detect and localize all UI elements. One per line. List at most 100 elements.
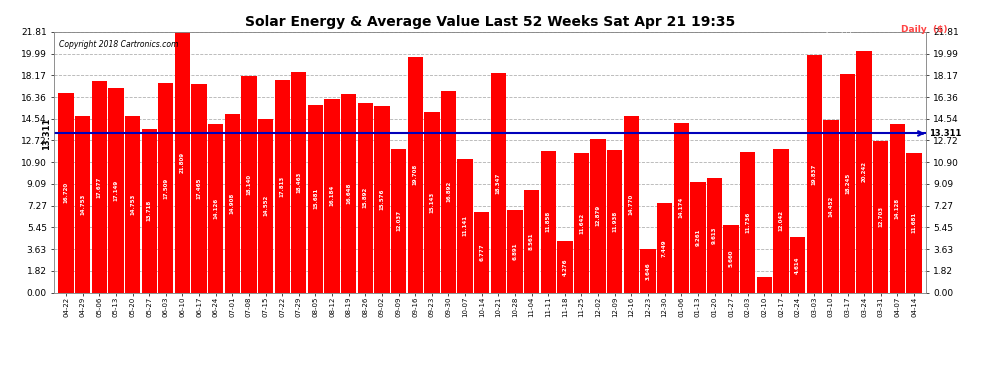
Bar: [441, 91, 456, 292]
Bar: [557, 242, 572, 292]
Text: 16.892: 16.892: [446, 181, 451, 202]
Bar: [673, 123, 689, 292]
Text: 9.613: 9.613: [712, 226, 717, 244]
Text: 11.938: 11.938: [612, 210, 617, 232]
Bar: [741, 152, 755, 292]
Bar: [907, 153, 922, 292]
Text: 13.718: 13.718: [147, 200, 151, 221]
Bar: [408, 57, 423, 292]
Text: 11.681: 11.681: [912, 212, 917, 233]
Text: 7.449: 7.449: [662, 239, 667, 257]
Bar: [824, 120, 839, 292]
Bar: [391, 148, 406, 292]
Text: 18.463: 18.463: [296, 171, 301, 193]
Text: 14.908: 14.908: [230, 193, 235, 214]
Bar: [457, 159, 473, 292]
Bar: [291, 72, 307, 292]
Text: 6.891: 6.891: [513, 243, 518, 260]
Bar: [342, 93, 356, 292]
Text: 13.311: 13.311: [929, 129, 961, 138]
Text: 11.141: 11.141: [462, 215, 467, 236]
Bar: [507, 210, 523, 292]
Bar: [790, 237, 805, 292]
Text: 4.614: 4.614: [795, 256, 800, 274]
Text: 19.837: 19.837: [812, 163, 817, 184]
Bar: [242, 76, 256, 292]
Bar: [756, 277, 772, 292]
Bar: [491, 73, 506, 292]
Text: 18.245: 18.245: [845, 173, 850, 194]
Bar: [125, 116, 141, 292]
Text: 21.809: 21.809: [180, 152, 185, 173]
Bar: [657, 204, 672, 292]
Bar: [374, 106, 390, 292]
Text: 16.648: 16.648: [346, 182, 351, 204]
Text: 12.879: 12.879: [596, 205, 601, 226]
Text: 14.174: 14.174: [679, 197, 684, 218]
Bar: [724, 225, 739, 292]
Bar: [175, 32, 190, 292]
Text: 15.576: 15.576: [379, 189, 384, 210]
Text: 18.347: 18.347: [496, 172, 501, 194]
Text: 17.149: 17.149: [114, 179, 119, 201]
Text: 4.276: 4.276: [562, 258, 567, 276]
Bar: [92, 81, 107, 292]
Bar: [191, 84, 207, 292]
Bar: [524, 190, 540, 292]
Text: 14.452: 14.452: [829, 195, 834, 217]
Bar: [690, 182, 706, 292]
Text: 9.261: 9.261: [695, 228, 700, 246]
Text: 14.770: 14.770: [629, 194, 634, 215]
Bar: [325, 99, 340, 292]
Bar: [158, 83, 173, 292]
Text: 17.465: 17.465: [197, 177, 202, 199]
Bar: [274, 80, 290, 292]
Bar: [807, 56, 822, 292]
Bar: [574, 153, 589, 292]
Text: 15.143: 15.143: [430, 191, 435, 213]
Text: Daily  ($): Daily ($): [901, 26, 947, 34]
Bar: [142, 129, 156, 292]
Bar: [840, 75, 855, 292]
Bar: [75, 116, 90, 292]
Bar: [474, 211, 489, 292]
Bar: [624, 116, 639, 292]
Text: 11.736: 11.736: [745, 212, 750, 233]
Text: Copyright 2018 Cartronics.com: Copyright 2018 Cartronics.com: [58, 40, 178, 49]
Text: 14.753: 14.753: [80, 194, 85, 215]
Bar: [641, 249, 655, 292]
Text: 14.552: 14.552: [263, 195, 268, 216]
Text: 12.042: 12.042: [778, 210, 783, 231]
Bar: [890, 124, 905, 292]
Bar: [308, 105, 323, 292]
Text: 15.892: 15.892: [363, 187, 368, 208]
Text: 18.140: 18.140: [247, 174, 251, 195]
Text: 16.720: 16.720: [63, 182, 68, 203]
Text: 11.642: 11.642: [579, 212, 584, 234]
Bar: [773, 148, 789, 292]
Text: 8.561: 8.561: [529, 232, 535, 250]
Bar: [258, 118, 273, 292]
Bar: [424, 111, 440, 292]
Text: 17.677: 17.677: [97, 176, 102, 198]
Bar: [58, 93, 73, 292]
Bar: [707, 178, 722, 292]
Bar: [208, 124, 224, 292]
Bar: [225, 114, 240, 292]
Bar: [590, 139, 606, 292]
Bar: [108, 88, 124, 292]
Text: 17.813: 17.813: [280, 176, 285, 197]
Text: Average  ($): Average ($): [797, 26, 852, 34]
Text: 5.660: 5.660: [729, 250, 734, 267]
Bar: [541, 151, 556, 292]
Text: 3.646: 3.646: [645, 262, 650, 279]
Title: Solar Energy & Average Value Last 52 Weeks Sat Apr 21 19:35: Solar Energy & Average Value Last 52 Wee…: [245, 15, 736, 29]
Text: 12.037: 12.037: [396, 210, 401, 231]
Bar: [607, 150, 623, 292]
Text: 20.242: 20.242: [861, 161, 866, 182]
Text: 11.858: 11.858: [545, 211, 550, 232]
Text: 14.753: 14.753: [130, 194, 135, 215]
Bar: [856, 51, 872, 292]
Text: 15.681: 15.681: [313, 188, 318, 209]
Text: 19.708: 19.708: [413, 164, 418, 185]
